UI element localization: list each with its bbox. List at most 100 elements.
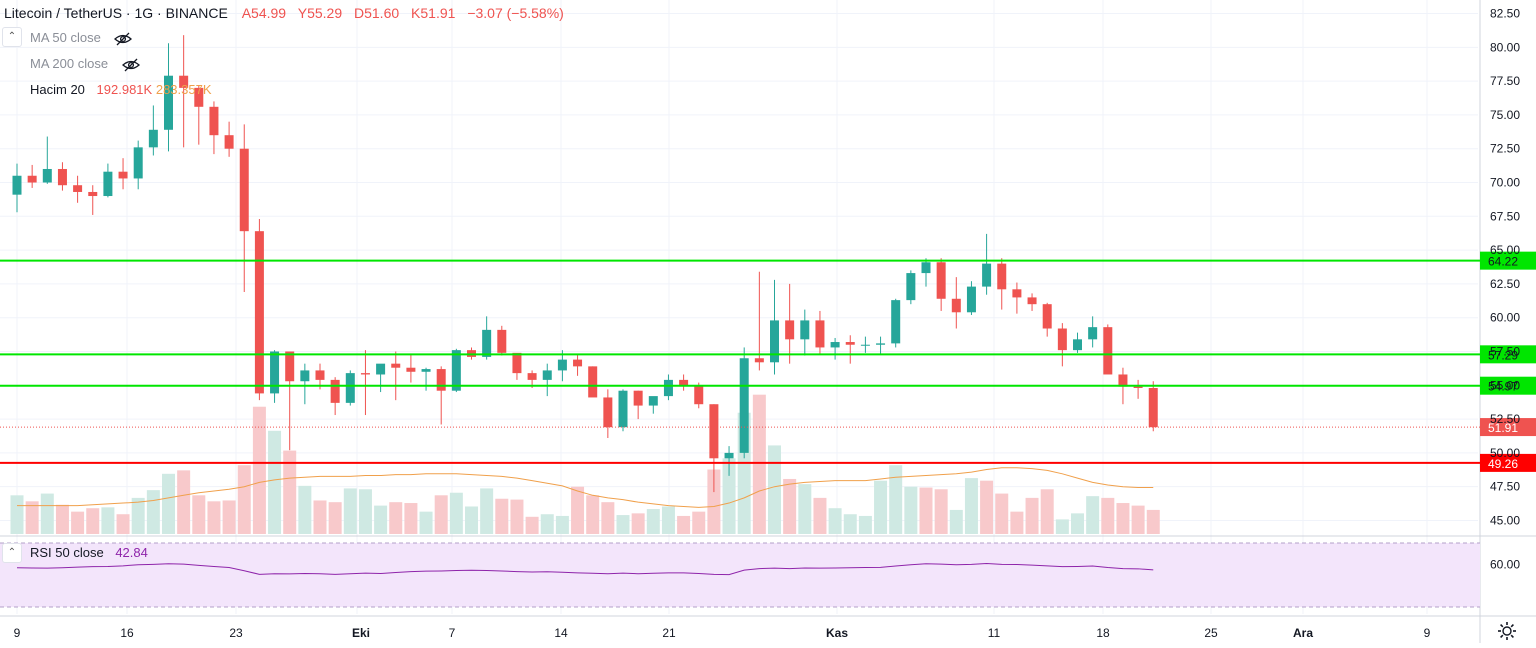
candle-body: [557, 359, 567, 371]
time-tick: Kas: [826, 626, 848, 640]
candle-body: [57, 168, 67, 186]
candle-body: [1088, 327, 1098, 340]
close-value: K51.91: [411, 5, 456, 21]
volume-bar: [510, 499, 524, 534]
candle-body: [542, 370, 552, 380]
rsi-legend[interactable]: RSI 50 close 42.84: [30, 545, 148, 560]
volume-bar: [207, 501, 221, 534]
volume-ma-value: 283.357K: [155, 82, 212, 97]
symbol-header: Litecoin / TetherUS · 1G · BINANCE A54.9…: [4, 5, 572, 21]
candle-body: [815, 320, 825, 348]
candle-body: [754, 358, 764, 363]
candle-body: [891, 300, 901, 344]
candle-body: [360, 373, 370, 375]
hidden-eye-icon[interactable]: [114, 32, 133, 46]
candle-body: [573, 359, 583, 367]
horizontal-levels[interactable]: 64.22 57.29 54.97 51.91 49.26: [0, 251, 1536, 472]
volume-bar: [1101, 497, 1115, 534]
ma50-label: MA 50 close: [30, 30, 101, 45]
volume-bar: [480, 488, 494, 534]
volume-bar: [949, 509, 963, 534]
candle-body: [1042, 304, 1052, 329]
volume-bar: [889, 465, 903, 534]
rsi-band: [0, 543, 1480, 607]
candle-body: [376, 363, 386, 375]
time-tick: Eki: [352, 626, 370, 640]
volume-bar: [798, 484, 812, 534]
candle-body: [254, 231, 264, 394]
hidden-eye-icon[interactable]: [121, 58, 140, 72]
candle-body: [118, 171, 128, 179]
symbol-title[interactable]: Litecoin / TetherUS · 1G · BINANCE: [4, 5, 228, 21]
volume-bar: [1131, 505, 1145, 534]
collapse-rsi-button[interactable]: ⌃: [2, 543, 22, 563]
volume-bar: [116, 514, 130, 534]
time-tick: 7: [449, 626, 456, 640]
volume-bar: [177, 470, 191, 534]
level-label: 54.97: [1488, 380, 1518, 394]
time-tick: 23: [229, 626, 243, 640]
price-tick: 62.50: [1490, 277, 1520, 291]
candle-body: [512, 352, 522, 374]
volume-bar: [55, 504, 69, 534]
volume-bar: [10, 495, 24, 534]
study-volume[interactable]: Hacim 20 192.981K 283.357K: [30, 82, 212, 97]
study-ma200[interactable]: MA 200 close: [30, 56, 140, 72]
open-value: A54.99: [241, 5, 287, 21]
candle-body: [497, 329, 507, 353]
price-tick: 52.50: [1490, 412, 1520, 426]
candle-body: [633, 390, 643, 406]
volume-bar: [646, 509, 660, 534]
candle-body: [103, 171, 113, 197]
level-label: 57.29: [1488, 348, 1518, 362]
candle-body: [770, 320, 779, 363]
collapse-legend-button[interactable]: ⌃: [2, 27, 22, 47]
volume-label: Hacim 20: [30, 82, 85, 97]
price-axis[interactable]: 82.50 80.00 77.50 75.00 72.50 70.00 67.50 65.00…: [1490, 7, 1520, 572]
candle-body: [694, 385, 704, 405]
volume-bar: [1040, 489, 1054, 534]
candle-body: [1057, 328, 1067, 351]
candle-body: [88, 191, 98, 197]
volume-bar: [843, 514, 857, 534]
volume-bar: [601, 502, 615, 534]
candle-body: [315, 370, 325, 380]
candle-body: [618, 390, 628, 428]
time-tick: 18: [1096, 626, 1110, 640]
volume-bar: [101, 507, 115, 534]
candle-body: [921, 262, 931, 274]
volume-bar: [783, 478, 797, 534]
price-tick: 57.50: [1490, 344, 1520, 358]
volume-bar: [222, 500, 236, 534]
candle-body: [800, 320, 810, 340]
price-tick: 72.50: [1490, 142, 1520, 156]
gear-icon[interactable]: [1497, 621, 1517, 641]
candle-body: [906, 273, 916, 301]
volume-bar: [283, 450, 297, 534]
candle-body: [724, 452, 734, 459]
price-tick: 67.50: [1490, 209, 1520, 223]
volume-bar: [858, 515, 872, 534]
rsi-tick: 60.00: [1490, 557, 1520, 571]
volume-bar: [192, 495, 206, 534]
candle-body: [845, 342, 855, 345]
volume-bar: [313, 500, 327, 534]
volume-bar: [722, 458, 736, 534]
volume-bar: [71, 511, 85, 534]
candle-body: [421, 369, 431, 372]
volume-bar: [919, 487, 933, 534]
candle-body: [179, 75, 189, 88]
volume-bar: [434, 495, 448, 534]
price-tick: 80.00: [1490, 40, 1520, 54]
volume-bar: [707, 469, 721, 534]
candle-body: [527, 373, 537, 380]
price-tick: 47.50: [1490, 480, 1520, 494]
price-tick: 65.00: [1490, 243, 1520, 257]
time-axis[interactable]: 9 16 23 Eki 7 14 21 Kas 11 18 25 Ara 9: [14, 626, 1431, 640]
price-tick: 55.00: [1490, 378, 1520, 392]
candle-body: [588, 366, 598, 398]
candle-body: [451, 350, 461, 391]
study-ma50[interactable]: MA 50 close: [30, 30, 133, 46]
